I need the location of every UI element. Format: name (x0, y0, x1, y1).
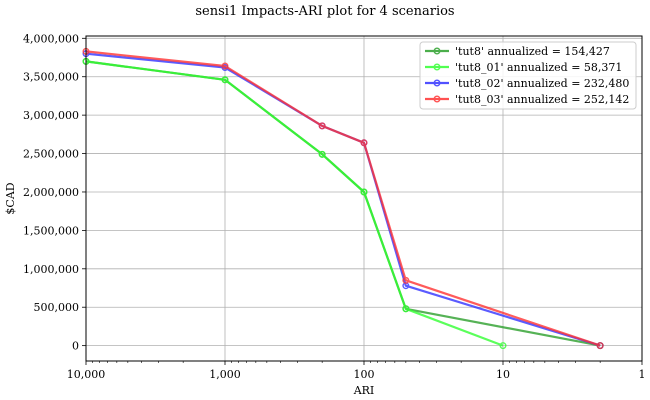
data-point (402, 276, 410, 284)
data-point (318, 122, 326, 130)
data-point (596, 342, 604, 350)
legend-entry (425, 95, 449, 103)
data-point (221, 76, 229, 84)
series-layer (82, 47, 604, 350)
legend-label: 'tut8_03' annualized = 252,142 (455, 93, 629, 106)
legend-box (419, 41, 637, 110)
y-axis-label: $CAD (4, 182, 17, 214)
y-tick-label: 0 (72, 340, 79, 353)
legend-label: 'tut8' annualized = 154,427 (455, 45, 610, 58)
legend-marker (433, 95, 441, 103)
y-tick-label: 500,000 (34, 301, 80, 314)
series-group (82, 47, 604, 350)
legend-label: 'tut8_01' annualized = 58,371 (455, 61, 622, 74)
series-line (85, 50, 601, 347)
x-tick-label: 10,000 (67, 368, 106, 381)
y-tick-label: 1,500,000 (23, 224, 79, 237)
x-axis-label: ARI (353, 384, 375, 397)
series-group (82, 57, 507, 350)
data-point (499, 342, 507, 350)
y-tick-label: 2,000,000 (23, 186, 79, 199)
y-tick-label: 4,000,000 (23, 32, 79, 45)
series-line (85, 60, 504, 347)
legend-label: 'tut8_02' annualized = 232,480 (455, 77, 629, 90)
x-tick-label: 10 (496, 368, 510, 381)
x-tick-label: 100 (354, 368, 375, 381)
x-tick-label: 1,000 (209, 368, 241, 381)
legend: 'tut8' annualized = 154,427 'tut8_01' ann… (419, 41, 637, 110)
legend-marker (433, 63, 441, 71)
data-point (221, 62, 229, 70)
y-tick-label: 2,500,000 (23, 148, 79, 161)
legend-marker (433, 79, 441, 87)
x-tick-label: 1 (639, 368, 646, 381)
legend-entry (425, 79, 449, 87)
legend-entry (425, 63, 449, 71)
ticks-layer: 10,000 1,000 100 10 10500,0001,000,0001,500,… (23, 32, 645, 381)
legend-entry (425, 47, 449, 55)
data-point (360, 139, 368, 147)
data-point (318, 150, 326, 158)
data-point (402, 305, 410, 313)
y-tick-label: 3,500,000 (23, 71, 79, 84)
chart-title: sensi1 Impacts-ARI plot for 4 scenarios (195, 4, 454, 19)
legend-marker (433, 47, 441, 55)
y-tick-label: 1,000,000 (23, 263, 79, 276)
y-tick-label: 3,000,000 (23, 109, 79, 122)
data-point (360, 188, 368, 196)
